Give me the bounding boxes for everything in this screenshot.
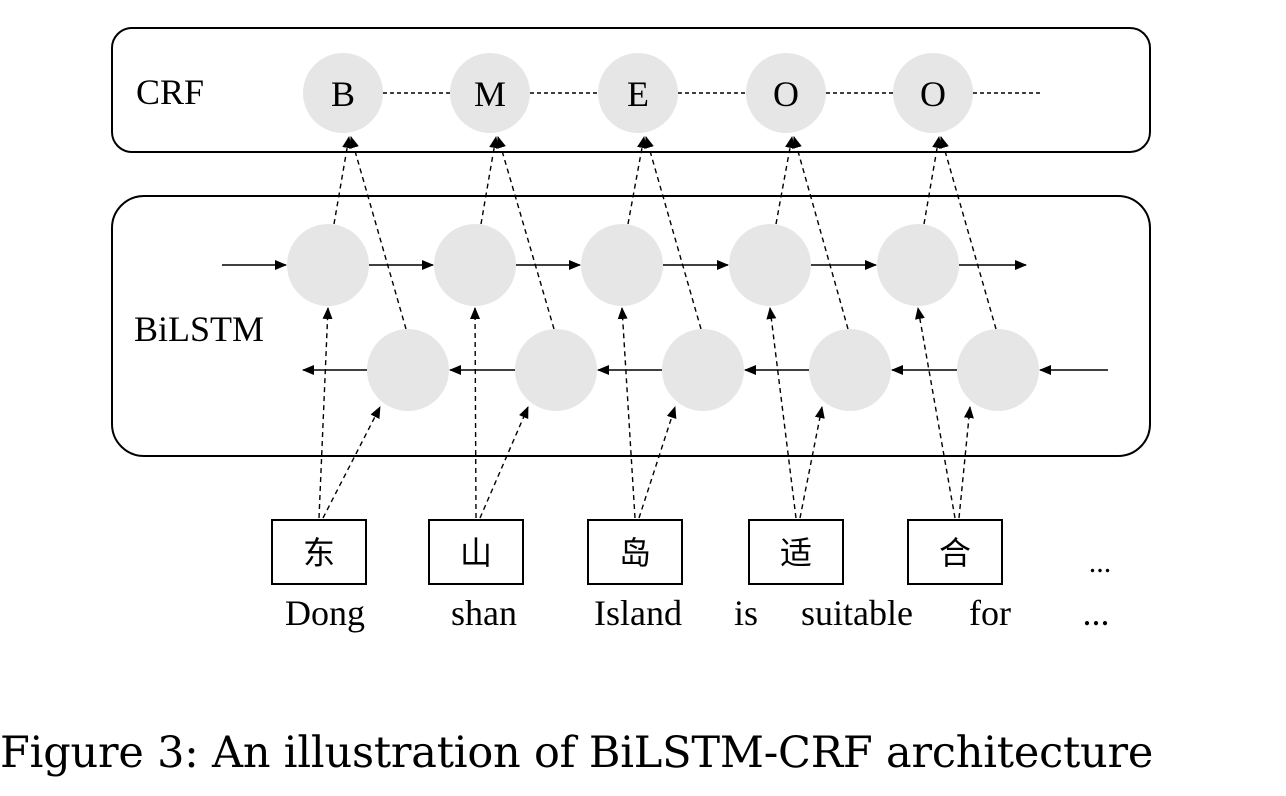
crf-tag-node (303, 53, 383, 133)
backward-to-crf-edge (644, 136, 702, 330)
backward-to-crf-edge (349, 136, 407, 330)
forward-lstm-cell (434, 224, 516, 306)
crf-label: CRF (136, 72, 204, 112)
backward-lstm-cell (957, 329, 1039, 411)
word-label: suitable (801, 593, 913, 633)
character-text: 合 (939, 535, 971, 571)
forward-to-crf-edge (923, 136, 943, 225)
bilstm-layer-box (111, 195, 1151, 457)
forward-lstm-cell (581, 224, 663, 306)
char-to-forward-edge (470, 307, 481, 519)
nodes (287, 53, 1039, 411)
char-to-backward-edge (479, 406, 529, 519)
char-to-forward-edge (318, 307, 333, 519)
character-text: 适 (780, 535, 812, 571)
forward-to-crf-edge (775, 136, 795, 225)
forward-lstm-cell (729, 224, 811, 306)
character-text: 东 (303, 535, 335, 571)
character-box (428, 519, 524, 585)
character-box (748, 519, 844, 585)
bilstm-crf-diagram: CRF BiLSTM B M E O O 东 山 岛 适 合 ... Dong shan Island is… (111, 27, 1151, 633)
char-to-backward-edge (638, 406, 677, 519)
crf-tag-label: M (474, 74, 506, 114)
backward-lstm-cell (809, 329, 891, 411)
backward-lstm-cell (367, 329, 449, 411)
char-to-forward-edge (914, 307, 956, 519)
crf-tag-label: O (773, 74, 799, 114)
char-to-forward-edge (617, 307, 636, 519)
char-to-backward-edge (958, 406, 974, 519)
crf-tag-node (450, 53, 530, 133)
node-texts: B M E O O 东 山 岛 适 合 ... Dong shan Island is suitable for… (285, 74, 1111, 633)
forward-to-crf-edge (480, 136, 500, 225)
lstm-flow-arrows (222, 260, 1108, 375)
char-to-backward-edge (799, 406, 825, 519)
backward-to-crf-edge (496, 136, 555, 330)
char-to-backward-edge (322, 406, 381, 519)
word-label: for (969, 593, 1011, 633)
character-text: 山 (460, 535, 492, 571)
crf-tag-label: O (920, 74, 946, 114)
character-box (907, 519, 1003, 585)
word-label: ... (1083, 593, 1110, 633)
forward-to-crf-edge (333, 136, 353, 225)
crf-tag-node (893, 53, 973, 133)
forward-lstm-cell (877, 224, 959, 306)
bilstm-label: BiLSTM (134, 309, 264, 349)
crf-tag-node (598, 53, 678, 133)
dashed-connections (318, 136, 997, 519)
character-box (271, 519, 367, 585)
character-boxes (271, 519, 1003, 585)
crf-layer-box (111, 27, 1151, 153)
figure-caption: Figure 3: An illustration of BiLSTM-CRF … (0, 728, 1154, 778)
forward-to-crf-edge (627, 136, 647, 225)
backward-to-crf-edge (792, 136, 849, 330)
crf-tag-label: E (627, 74, 649, 114)
backward-lstm-cell (662, 329, 744, 411)
char-to-forward-edge (766, 307, 797, 519)
character-box (587, 519, 683, 585)
word-label: is (734, 593, 758, 633)
crf-tag-node (746, 53, 826, 133)
backward-lstm-cell (515, 329, 597, 411)
backward-to-crf-edge (939, 136, 997, 330)
crf-tag-label: B (331, 74, 355, 114)
word-label: Island (594, 593, 682, 633)
word-label: Dong (285, 593, 365, 633)
forward-lstm-cell (287, 224, 369, 306)
word-label: shan (451, 593, 517, 633)
character-ellipsis: ... (1089, 546, 1112, 579)
character-text: 岛 (619, 535, 651, 571)
